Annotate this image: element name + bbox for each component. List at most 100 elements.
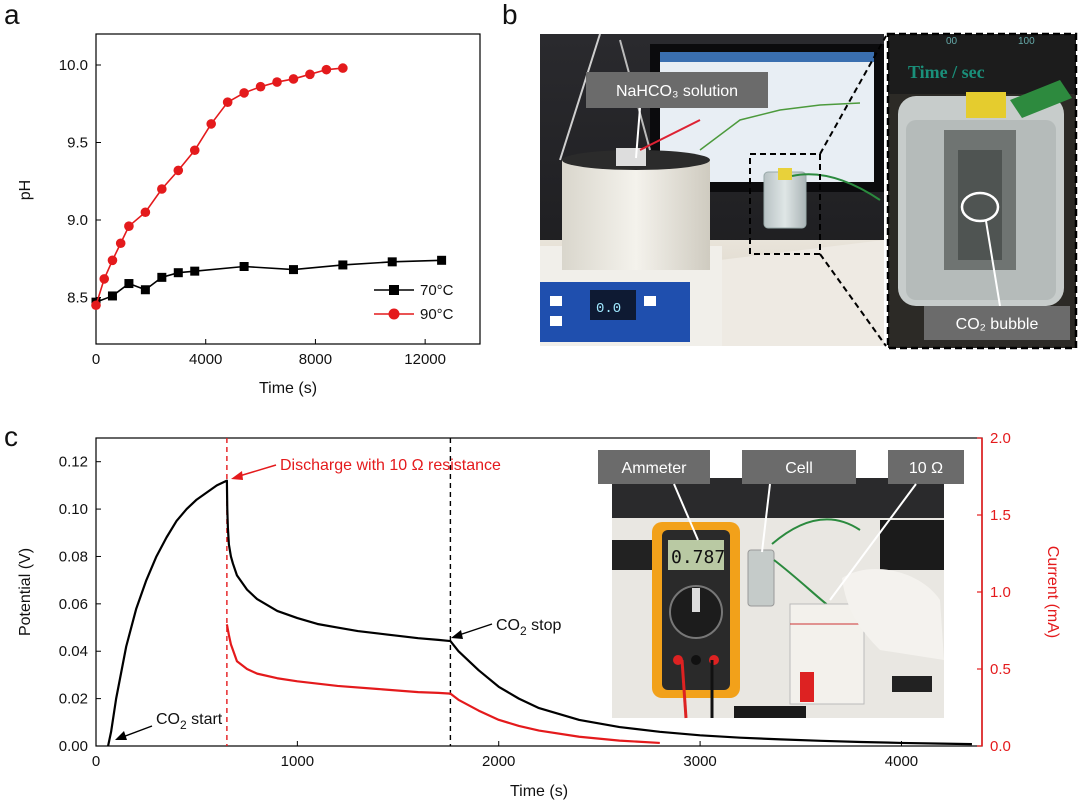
chart-a-frame bbox=[95, 33, 481, 345]
co2-stop-co: CO bbox=[496, 617, 520, 634]
panel-label-a: a bbox=[4, 0, 20, 30]
chart-c-ytick-right-label: 1.0 bbox=[990, 584, 1011, 601]
chart-c-xtick-label: 2000 bbox=[482, 753, 515, 770]
chart-c-ytick-right-label: 1.5 bbox=[990, 507, 1011, 524]
chart-a-point bbox=[272, 77, 282, 87]
co2-start-tail: start bbox=[187, 711, 223, 728]
chart-a-series bbox=[91, 63, 447, 311]
chart-a-ytick-label: 9.0 bbox=[67, 212, 88, 229]
photo-b-zoom: 00 100 Time / sec CO₂ bubble bbox=[886, 32, 1078, 350]
chart-a-point bbox=[255, 81, 266, 92]
chart-a-point bbox=[124, 221, 134, 231]
zoom-source-box bbox=[749, 153, 821, 255]
chart-a-point bbox=[206, 119, 216, 129]
chart-a-point bbox=[91, 300, 101, 311]
label-co2-bubble: CO₂ bubble bbox=[956, 316, 1039, 333]
chart-a-point bbox=[124, 279, 134, 289]
chart-a-series-line-0 bbox=[95, 259, 442, 303]
chart-a-point bbox=[437, 255, 447, 265]
chart-c-ytick-right-label: 2.0 bbox=[990, 430, 1011, 447]
chart-c-series bbox=[107, 479, 972, 747]
chart-a-point bbox=[305, 69, 315, 80]
chart-c-ytick-left-label: 0.00 bbox=[59, 738, 88, 755]
chart-c-ytick-left-label: 0.10 bbox=[59, 501, 88, 518]
chart-a-point bbox=[173, 268, 183, 278]
chart-a-point bbox=[190, 266, 200, 276]
label-cell: Cell bbox=[785, 460, 813, 477]
meter-reading: 0.787 bbox=[671, 547, 725, 568]
chart-a-point bbox=[387, 257, 397, 267]
co2-stop-sub: 2 bbox=[520, 624, 527, 638]
legend-marker-70 bbox=[389, 285, 399, 295]
zoom-header-text: Time / sec bbox=[908, 62, 985, 82]
chart-a-point bbox=[140, 207, 151, 218]
bubble-circle bbox=[960, 191, 1000, 223]
chart-a-ytick-label: 10.0 bbox=[59, 57, 88, 74]
co2-start-co: CO bbox=[156, 711, 180, 728]
chart-a-point bbox=[239, 262, 249, 271]
chart-c: 0 1000 2000 3000 40000.000.020.040.060.080.1… bbox=[17, 430, 1061, 800]
zoom-ruler-left: 00 bbox=[946, 36, 958, 47]
photo-b-main: 0.0 NaHCO₃ solution bbox=[540, 33, 887, 347]
chart-c-series-line-1 bbox=[225, 624, 660, 745]
chart-a-legend: 70°C 90°C bbox=[374, 282, 454, 323]
annotation-co2-stop: CO2 stop bbox=[451, 617, 561, 639]
legend-marker-90 bbox=[388, 308, 400, 320]
chart-a-point bbox=[288, 74, 299, 84]
zoom-ruler-right: 100 bbox=[1018, 36, 1035, 47]
chart-c-xtick-label: 3000 bbox=[683, 753, 716, 770]
chart-a-ticks: 0 4000 8000 12000 8.5 9.0 9.5 10.0 bbox=[59, 57, 446, 368]
chart-c-ytick-left-label: 0.06 bbox=[59, 596, 88, 613]
svg-text:CO2 stop: CO2 stop bbox=[496, 617, 561, 638]
hotplate-display: 0.0 bbox=[596, 301, 621, 317]
chart-a-point bbox=[157, 272, 167, 282]
label-resistor: 10 Ω bbox=[909, 460, 943, 477]
legend-label-70: 70°C bbox=[420, 282, 454, 299]
chart-a-xtick-label: 0 bbox=[92, 351, 100, 368]
chart-a-point bbox=[157, 184, 167, 194]
chart-a-ytick-label: 9.5 bbox=[67, 135, 88, 152]
chart-c-ytick-left-label: 0.12 bbox=[59, 454, 88, 471]
chart-c-ytick-left-label: 0.02 bbox=[59, 691, 88, 708]
co2-start-sub: 2 bbox=[180, 718, 187, 732]
panel-label-b: b bbox=[502, 0, 518, 30]
chart-a-xlabel: Time (s) bbox=[259, 380, 317, 397]
chart-c-vlines bbox=[226, 438, 452, 746]
chart-a-point bbox=[107, 291, 117, 301]
chart-a-point bbox=[107, 255, 118, 266]
chart-c-ytick-left-label: 0.04 bbox=[59, 643, 88, 660]
annotation-discharge: Discharge with 10 Ω resistance bbox=[231, 457, 501, 480]
chart-a-ytick-label: 8.5 bbox=[67, 290, 88, 307]
legend-label-90: 90°C bbox=[420, 306, 454, 323]
chart-a-point bbox=[321, 64, 332, 75]
chart-c-xtick-label: 0 bbox=[92, 753, 100, 770]
chart-a-point bbox=[189, 145, 200, 156]
photo-c-inset: 0.787 Ammeter Cell bbox=[598, 450, 964, 719]
chart-a-point bbox=[239, 88, 249, 98]
chart-a-point bbox=[338, 260, 348, 270]
chart-c-ytick-right-label: 0.0 bbox=[990, 738, 1011, 755]
chart-c-ylabel-right: Current (mA) bbox=[1044, 546, 1061, 638]
chart-c-ylabel-left: Potential (V) bbox=[17, 548, 34, 636]
zoom-frame bbox=[886, 32, 1078, 350]
chart-a-point bbox=[140, 285, 150, 295]
label-nahco3: NaHCO₃ solution bbox=[616, 83, 738, 100]
chart-c-xlabel: Time (s) bbox=[510, 783, 568, 800]
chart-c-xtick-label: 1000 bbox=[281, 753, 314, 770]
chart-c-ytick-left-label: 0.08 bbox=[59, 548, 88, 565]
chart-a-point bbox=[115, 238, 126, 249]
chart-a-series-line-1 bbox=[95, 67, 343, 306]
co2-stop-tail: stop bbox=[527, 617, 562, 634]
annotation-co2-start: CO2 start bbox=[115, 711, 223, 740]
chart-a-xtick-label: 8000 bbox=[299, 351, 332, 368]
chart-c-ytick-right-label: 0.5 bbox=[990, 661, 1011, 678]
label-ammeter: Ammeter bbox=[622, 460, 688, 477]
chart-a-point bbox=[288, 265, 298, 275]
svg-text:CO2 start: CO2 start bbox=[156, 711, 223, 732]
chart-c-series-line-0 bbox=[107, 479, 972, 747]
annotation-discharge-text: Discharge with 10 Ω resistance bbox=[280, 457, 501, 474]
chart-a-point bbox=[222, 97, 233, 107]
chart-c-ticks: 0 1000 2000 3000 40000.000.020.040.060.080.1… bbox=[59, 430, 1011, 770]
chart-a-ylabel: pH bbox=[17, 180, 34, 200]
